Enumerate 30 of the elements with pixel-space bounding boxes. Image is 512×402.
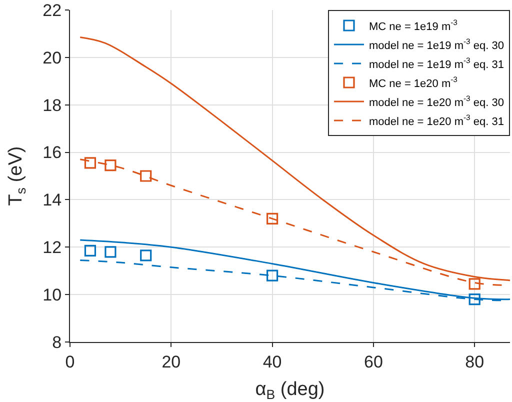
y-tick-label: 22 [42, 0, 62, 20]
y-tick-label: 20 [42, 48, 62, 68]
legend-label: model ne = 1e19 m$^{-3}$ eq. 31 [369, 56, 504, 71]
x-tick-label: 40 [262, 352, 282, 372]
legend-label: MC ne = 1e20 m$^{-3}$ [369, 75, 458, 90]
y-tick-label: 16 [42, 143, 62, 162]
point [84, 157, 96, 169]
x-tick-label: 20 [162, 352, 181, 372]
point [468, 294, 480, 306]
point [104, 160, 116, 172]
point [104, 246, 116, 258]
legend-label: MC ne = 1e19 m$^{-3}$ [369, 18, 458, 33]
point [84, 244, 96, 256]
point [266, 212, 278, 224]
y-tick-label: 8 [52, 332, 62, 352]
x-tick-label: 80 [465, 352, 484, 372]
legend-label: model ne = 1e20 m$^{-3}$ eq. 31 [369, 113, 504, 128]
y-tick-label: 12 [42, 238, 62, 258]
y-tick-label: 18 [42, 96, 62, 115]
point [140, 250, 152, 262]
y-tick-label: 10 [42, 286, 62, 305]
point [468, 278, 480, 290]
y-tick-label: 14 [42, 190, 62, 210]
x-tick-label: 60 [364, 352, 383, 372]
x-tick-label: 0 [65, 352, 75, 372]
x-axis-title: α$_{B}$ (deg) [255, 379, 325, 402]
point [140, 170, 152, 182]
legend-label: model ne = 1e19 m$^{-3}$ eq. 30 [369, 37, 504, 52]
point [266, 270, 278, 282]
legend-label: model ne = 1e20 m$^{-3}$ eq. 30 [369, 94, 504, 109]
